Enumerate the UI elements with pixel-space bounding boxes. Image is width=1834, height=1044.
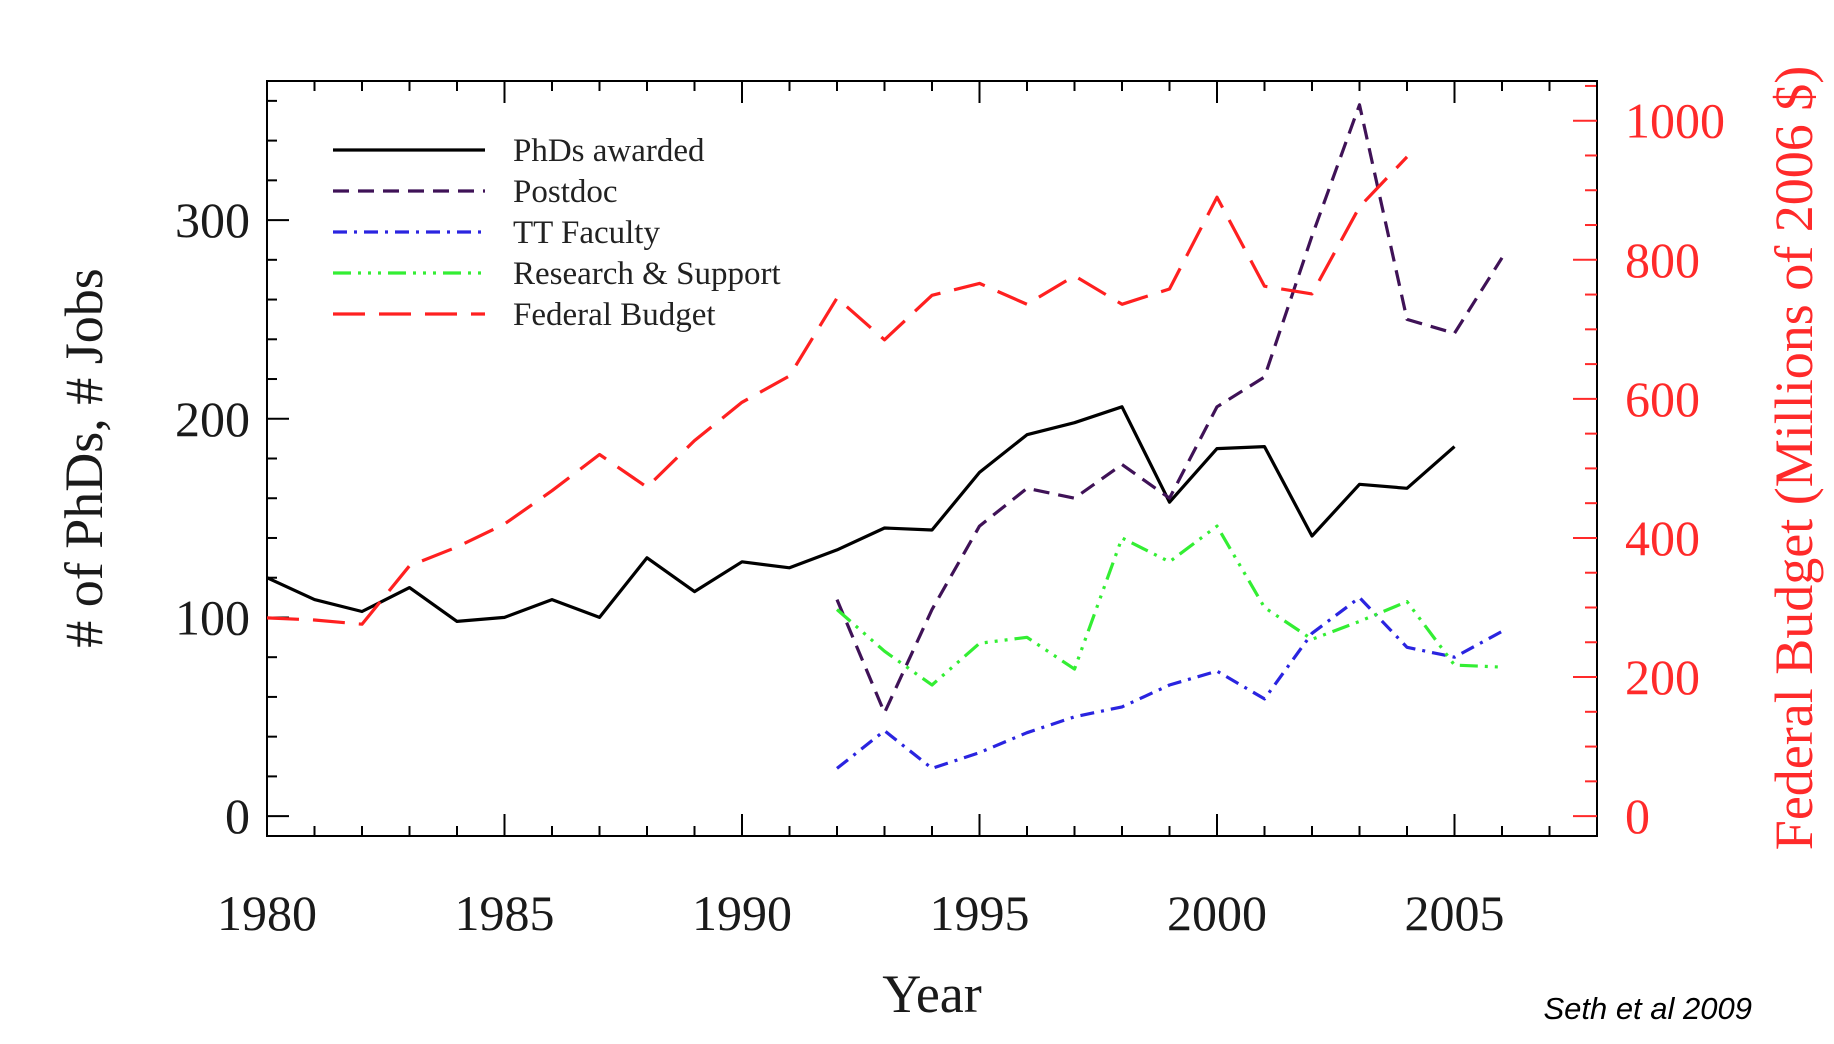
y-right-tick-label: 400 [1625,510,1700,566]
legend-entry: Research & Support [513,256,781,292]
y-right-tick-label: 1000 [1625,93,1725,149]
right-axis-ticks: 0 200 400 600 800 1000 [1573,84,1725,844]
legend: PhDs awarded Postdoc TT Faculty Research & … [333,133,781,333]
left-axis-ticks: 0 100 200 300 [175,99,289,844]
y-right-tick-label: 0 [1625,788,1650,844]
y-axis-label-right: Federal Budget (Millions of 2006 $) [1764,66,1824,850]
plot-frame [266,80,1598,837]
series-line-phds-awarded [266,405,1456,624]
series-lines [266,103,1504,771]
y-axis-label-left: # of PhDs, # Jobs [54,268,114,648]
y-left-tick-label: 300 [175,192,250,248]
x-tick-label: 2000 [1167,885,1267,941]
x-tick-label: 1990 [692,885,792,941]
legend-entry: TT Faculty [513,215,660,251]
series-line-federal-budget [266,155,1409,626]
series-line-tt-faculty [836,595,1503,771]
series-line-postdoc [835,103,1504,715]
legend-entry: Federal Budget [513,297,716,333]
y-left-tick-label: 200 [175,391,250,447]
legend-entry: PhDs awarded [513,133,705,169]
y-right-tick-label: 800 [1625,232,1700,288]
x-tick-label: 1985 [455,885,555,941]
y-right-tick-label: 200 [1625,649,1700,705]
y-left-tick-label: 0 [225,788,250,844]
legend-entry: Postdoc [513,174,618,210]
y-left-tick-label: 100 [175,589,250,645]
series-line-research-support [835,524,1503,687]
x-tick-label: 1980 [217,885,317,941]
x-tick-label: 2005 [1405,885,1505,941]
x-axis-label: Year [882,964,982,1024]
source-credit: Seth et al 2009 [1543,991,1752,1026]
x-tick-label: 1995 [930,885,1030,941]
y-right-tick-label: 600 [1625,371,1700,427]
x-axis-ticks: 1980 1985 1990 1995 2000 2005 [217,81,1598,941]
